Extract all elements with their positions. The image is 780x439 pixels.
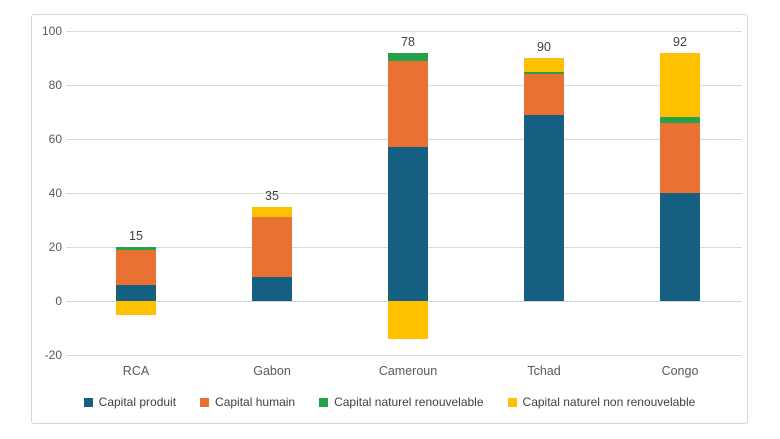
bar-segment bbox=[116, 247, 156, 250]
y-axis-tick-label: 80 bbox=[48, 78, 62, 92]
legend-item: Capital naturel renouvelable bbox=[319, 395, 484, 409]
legend-item: Capital produit bbox=[83, 395, 177, 409]
legend-swatch-icon bbox=[200, 397, 210, 407]
total-label: 90 bbox=[537, 40, 551, 54]
total-label: 35 bbox=[265, 188, 279, 203]
bar-segment bbox=[388, 52, 428, 61]
bar-segment bbox=[116, 301, 156, 315]
bar-segment bbox=[388, 60, 428, 148]
bar-segment bbox=[116, 249, 156, 285]
bar-segment bbox=[252, 217, 292, 277]
legend-swatch-icon bbox=[507, 397, 517, 407]
legend-item-label: Capital humain bbox=[215, 395, 296, 409]
bar-segment bbox=[660, 122, 700, 193]
legend-swatch-icon bbox=[319, 397, 329, 407]
bar-segment bbox=[252, 276, 292, 301]
gridline bbox=[66, 355, 742, 356]
y-axis-tick-label: 20 bbox=[48, 240, 62, 254]
y-axis-tick-label: 0 bbox=[55, 294, 62, 308]
total-label: 92 bbox=[673, 34, 687, 49]
legend-item-label: Capital naturel non renouvelable bbox=[522, 395, 696, 409]
bar-segment bbox=[524, 71, 564, 75]
x-axis-category-label: Cameroun bbox=[378, 364, 438, 378]
chart-frame: 100 80 60 40 20 0 -20 15 35 78 90 92 RCA Gabon Camer… bbox=[31, 14, 748, 424]
bar-segment bbox=[660, 52, 700, 118]
legend-item: Capital humain bbox=[200, 395, 295, 409]
bar-segment bbox=[660, 193, 700, 301]
bar-segment bbox=[252, 206, 292, 218]
bar-segment bbox=[524, 114, 564, 301]
gridline bbox=[66, 31, 742, 32]
total-label: 78 bbox=[401, 34, 415, 49]
x-axis-category-label: Congo bbox=[661, 364, 699, 378]
legend-item-label: Capital naturel renouvelable bbox=[334, 395, 484, 409]
x-axis-category-label: Gabon bbox=[253, 364, 291, 378]
y-axis-tick-label: -20 bbox=[44, 348, 62, 362]
x-axis-category-label: Tchad bbox=[527, 364, 561, 378]
y-axis-tick-label: 40 bbox=[48, 186, 62, 200]
y-axis-tick-label: 100 bbox=[41, 24, 62, 38]
bar-segment bbox=[660, 117, 700, 123]
bar-segment bbox=[524, 58, 564, 72]
legend-item-label: Capital produit bbox=[98, 395, 177, 409]
bar-segment bbox=[388, 301, 428, 339]
legend: Capital produit Capital humain Capital nat… bbox=[32, 395, 747, 409]
bar-segment bbox=[524, 74, 564, 115]
bar-segment bbox=[388, 147, 428, 301]
bar-segment bbox=[116, 284, 156, 301]
legend-item: Capital naturel non renouvelable bbox=[507, 395, 696, 409]
y-axis-tick-label: 60 bbox=[48, 132, 62, 146]
total-label: 15 bbox=[129, 229, 143, 243]
x-axis-category-label: RCA bbox=[122, 364, 150, 378]
legend-swatch-icon bbox=[83, 397, 93, 407]
